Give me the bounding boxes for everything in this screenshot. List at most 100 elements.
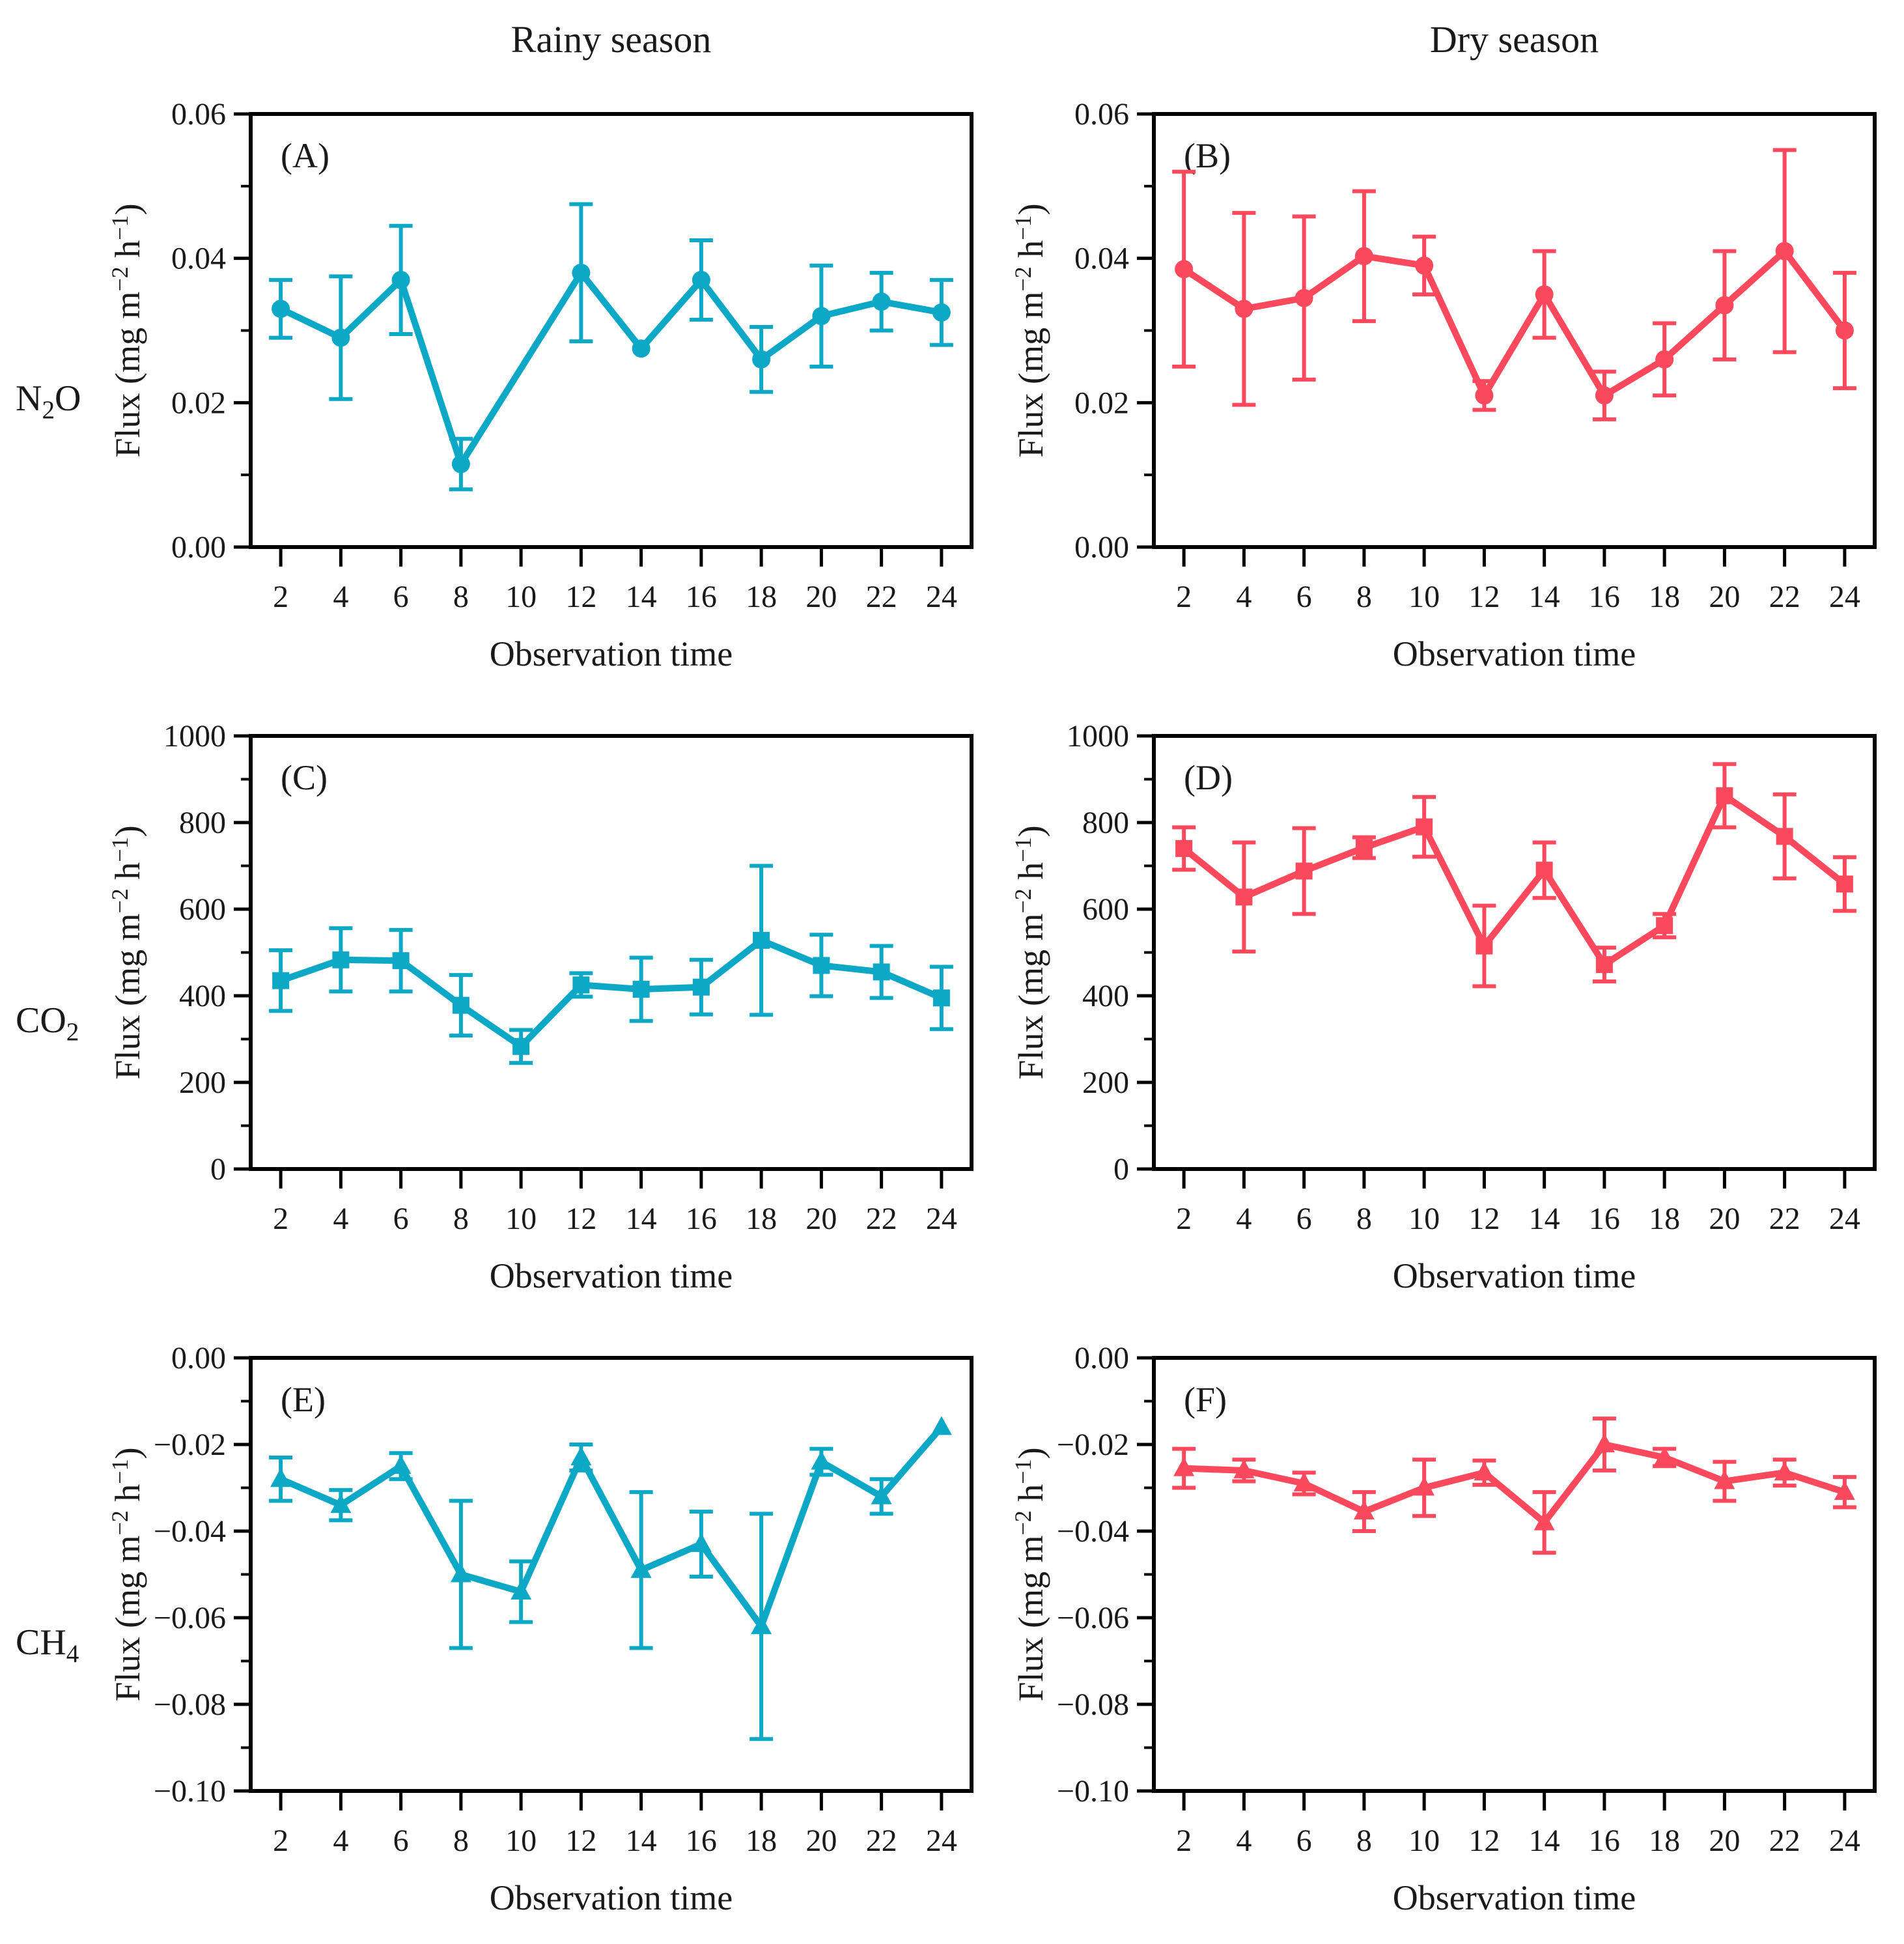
svg-text:22: 22 — [1769, 1824, 1800, 1858]
svg-text:14: 14 — [1529, 580, 1560, 614]
svg-text:24: 24 — [1829, 580, 1860, 614]
svg-text:2: 2 — [1176, 1824, 1192, 1858]
column-title-rainy: Rainy season — [98, 0, 1001, 78]
svg-text:16: 16 — [686, 580, 717, 614]
svg-text:1000: 1000 — [163, 719, 226, 754]
svg-text:(C): (C) — [281, 758, 328, 797]
svg-text:(F): (F) — [1184, 1380, 1227, 1419]
svg-text:24: 24 — [926, 1824, 957, 1858]
svg-text:12: 12 — [1468, 1202, 1500, 1236]
svg-text:24: 24 — [1829, 1202, 1860, 1236]
svg-text:24: 24 — [926, 1202, 957, 1236]
svg-text:600: 600 — [179, 892, 226, 927]
svg-text:0.02: 0.02 — [171, 386, 226, 420]
svg-text:−0.06: −0.06 — [154, 1601, 226, 1635]
svg-text:10: 10 — [1408, 1824, 1440, 1858]
svg-text:20: 20 — [805, 1202, 837, 1236]
svg-text:0.04: 0.04 — [1074, 242, 1129, 276]
svg-text:22: 22 — [1769, 1202, 1800, 1236]
svg-text:2: 2 — [1176, 1202, 1192, 1236]
chart-panel-d: 0 200 400 600 800 1000 2 4 6 8 10 12 14 16 18 20 22 24 Obs… — [1001, 700, 1904, 1322]
svg-text:10: 10 — [505, 1824, 537, 1858]
svg-text:6: 6 — [393, 1824, 409, 1858]
svg-text:0.00: 0.00 — [171, 1341, 226, 1375]
svg-text:8: 8 — [453, 1824, 469, 1858]
svg-text:800: 800 — [179, 806, 226, 840]
svg-text:14: 14 — [1529, 1824, 1560, 1858]
svg-text:0.06: 0.06 — [171, 97, 226, 132]
svg-text:Flux (mg m−2 h−1): Flux (mg m−2 h−1) — [1010, 1447, 1050, 1701]
svg-text:24: 24 — [1829, 1824, 1860, 1858]
svg-text:6: 6 — [393, 580, 409, 614]
row-label-ch4-text: CH4 — [16, 1622, 79, 1669]
svg-text:10: 10 — [505, 580, 537, 614]
svg-text:400: 400 — [179, 979, 226, 1013]
row-label-co2-text: CO2 — [16, 1000, 79, 1047]
svg-text:12: 12 — [565, 1202, 596, 1236]
svg-text:18: 18 — [1649, 580, 1680, 614]
chart-panel-f: −0.10 −0.08 −0.06 −0.04 −0.02 0.00 2 4 6 8 10 12 14 1… — [1001, 1322, 1904, 1944]
svg-text:0.00: 0.00 — [171, 530, 226, 565]
row-label-n2o: N2O — [0, 78, 98, 700]
svg-text:−0.02: −0.02 — [1057, 1428, 1129, 1462]
svg-text:1000: 1000 — [1067, 719, 1129, 754]
chart-panel-e: −0.10 −0.08 −0.06 −0.04 −0.02 0.00 2 4 6 8 10 12 14 1… — [98, 1322, 1001, 1944]
svg-text:20: 20 — [805, 1824, 837, 1858]
svg-text:10: 10 — [1408, 1202, 1440, 1236]
svg-text:18: 18 — [1649, 1824, 1680, 1858]
svg-text:(B): (B) — [1184, 136, 1231, 175]
svg-text:20: 20 — [1709, 1202, 1740, 1236]
svg-text:−0.08: −0.08 — [154, 1687, 226, 1722]
svg-text:(D): (D) — [1184, 758, 1233, 797]
svg-text:Flux (mg m−2 h−1): Flux (mg m−2 h−1) — [1010, 825, 1050, 1079]
svg-text:16: 16 — [1589, 1824, 1620, 1858]
svg-text:16: 16 — [1589, 1202, 1620, 1236]
svg-text:0.00: 0.00 — [1074, 1341, 1129, 1375]
column-title-rainy-text: Rainy season — [511, 18, 712, 61]
svg-text:Flux (mg m−2 h−1): Flux (mg m−2 h−1) — [107, 1447, 147, 1701]
svg-text:14: 14 — [1529, 1202, 1560, 1236]
svg-text:22: 22 — [866, 580, 897, 614]
svg-text:0: 0 — [210, 1152, 226, 1187]
svg-text:16: 16 — [1589, 580, 1620, 614]
svg-text:−0.08: −0.08 — [1057, 1687, 1129, 1722]
svg-text:−0.02: −0.02 — [154, 1428, 226, 1462]
svg-text:12: 12 — [1468, 580, 1500, 614]
chart-panel-a: 0.00 0.02 0.04 0.06 2 4 6 8 10 12 14 16 18 20 22 24 Obse… — [98, 78, 1001, 700]
svg-text:0.00: 0.00 — [1074, 530, 1129, 565]
svg-text:18: 18 — [746, 1824, 777, 1858]
svg-text:12: 12 — [565, 580, 596, 614]
svg-text:2: 2 — [273, 580, 288, 614]
svg-text:2: 2 — [273, 1824, 288, 1858]
svg-text:18: 18 — [746, 1202, 777, 1236]
svg-text:200: 200 — [1082, 1065, 1129, 1100]
svg-text:4: 4 — [333, 1202, 348, 1236]
svg-text:Observation time: Observation time — [1393, 1256, 1636, 1295]
svg-text:2: 2 — [1176, 580, 1192, 614]
svg-text:22: 22 — [866, 1202, 897, 1236]
svg-text:800: 800 — [1082, 806, 1129, 840]
svg-text:Observation time: Observation time — [490, 1256, 733, 1295]
svg-text:600: 600 — [1082, 892, 1129, 927]
chart-svg-b: 0.000.020.040.062 4 6 8 10 12 14 16 18 20 22 24Obse… — [1010, 97, 1877, 673]
svg-text:10: 10 — [505, 1202, 537, 1236]
svg-text:8: 8 — [1356, 1202, 1372, 1236]
svg-text:400: 400 — [1082, 979, 1129, 1013]
chart-panel-b: 0.00 0.02 0.04 0.06 2 4 6 8 10 12 14 16 18 20 22 24 Obse… — [1001, 78, 1904, 700]
chart-svg-f: −0.10−0.08−0.06−0.04−0.020.002 4 6 8 10 12 14 1… — [1010, 1341, 1877, 1917]
svg-text:−0.04: −0.04 — [154, 1514, 226, 1549]
row-label-ch4: CH4 — [0, 1322, 98, 1944]
svg-text:Observation time: Observation time — [490, 1878, 733, 1917]
svg-text:4: 4 — [333, 580, 348, 614]
svg-text:10: 10 — [1408, 580, 1440, 614]
svg-text:0.06: 0.06 — [1074, 97, 1129, 132]
svg-text:8: 8 — [453, 580, 469, 614]
svg-text:6: 6 — [1296, 1824, 1312, 1858]
svg-text:16: 16 — [686, 1202, 717, 1236]
svg-text:12: 12 — [1468, 1824, 1500, 1858]
chart-panel-c: 0 200 400 600 800 1000 2 4 6 8 10 12 14 16 18 20 22 24 Obs… — [98, 700, 1001, 1322]
svg-text:Observation time: Observation time — [1393, 1878, 1636, 1917]
